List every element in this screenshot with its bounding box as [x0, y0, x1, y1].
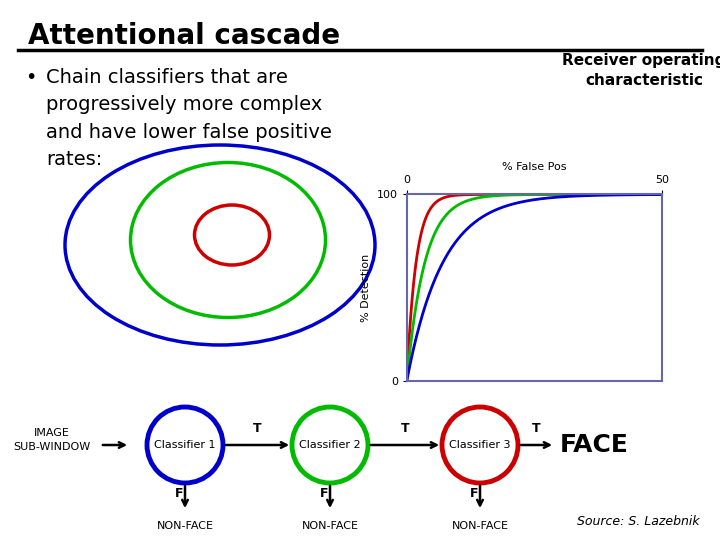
- Circle shape: [442, 407, 518, 483]
- X-axis label: % False Pos: % False Pos: [503, 162, 567, 172]
- Text: Attentional cascade: Attentional cascade: [28, 22, 340, 50]
- Circle shape: [292, 407, 368, 483]
- Text: NON-FACE: NON-FACE: [302, 521, 359, 531]
- Circle shape: [147, 407, 223, 483]
- Y-axis label: % Detection: % Detection: [361, 253, 372, 322]
- Text: FACE: FACE: [560, 433, 629, 457]
- Text: F: F: [175, 487, 184, 500]
- Text: F: F: [470, 487, 479, 500]
- Text: F: F: [320, 487, 328, 500]
- Text: •: •: [25, 68, 37, 87]
- Text: Source: S. Lazebnik: Source: S. Lazebnik: [577, 515, 700, 528]
- Text: Classifier 2: Classifier 2: [300, 440, 361, 450]
- Text: T: T: [532, 422, 541, 435]
- Text: Classifier 3: Classifier 3: [449, 440, 510, 450]
- Text: T: T: [401, 422, 409, 435]
- Text: NON-FACE: NON-FACE: [156, 521, 214, 531]
- Text: T: T: [253, 422, 262, 435]
- Text: NON-FACE: NON-FACE: [451, 521, 508, 531]
- Text: IMAGE: IMAGE: [34, 428, 70, 438]
- Text: SUB-WINDOW: SUB-WINDOW: [14, 442, 91, 452]
- Text: Receiver operating
characteristic: Receiver operating characteristic: [562, 53, 720, 88]
- Text: Chain classifiers that are
progressively more complex
and have lower false posit: Chain classifiers that are progressively…: [46, 68, 332, 168]
- Text: Classifier 1: Classifier 1: [154, 440, 216, 450]
